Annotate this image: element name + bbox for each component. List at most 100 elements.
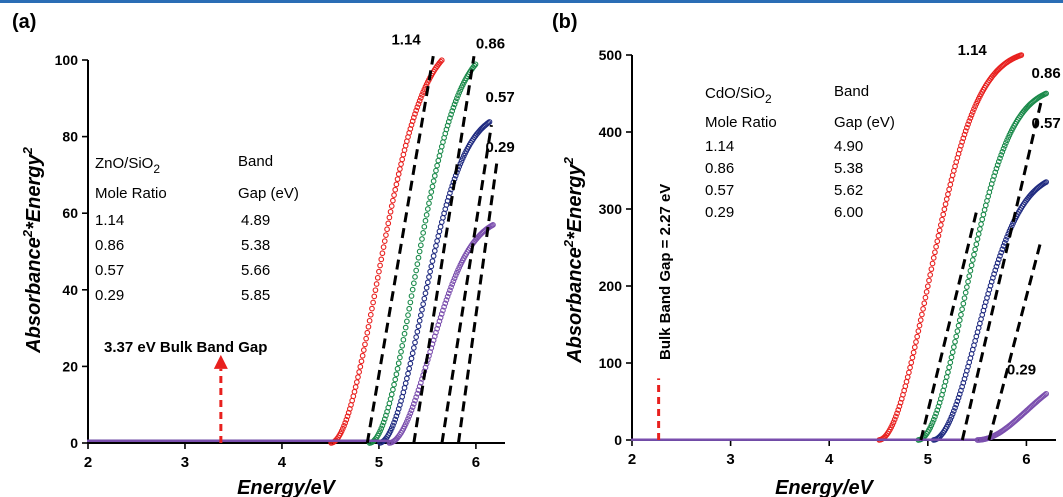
panel-b-data-point — [961, 295, 968, 302]
panel-a-data-point — [410, 401, 417, 407]
panel-b-data-point — [997, 253, 1003, 259]
panel-a-data-point — [409, 350, 416, 357]
panel-b-data-point — [1018, 52, 1025, 58]
panel-a-data-point — [442, 300, 449, 307]
panel-a-data-point — [381, 238, 388, 244]
panel-a-data-point — [433, 243, 439, 249]
panel-a-data-point — [341, 423, 347, 429]
panel-b-data-point — [955, 322, 962, 329]
panel-a-data-point — [397, 354, 403, 361]
panel-b-data-point — [975, 231, 982, 237]
panel-b-data-point — [956, 391, 963, 398]
panel-b-data-point — [971, 106, 977, 113]
panel-a-data-point — [400, 336, 407, 343]
panel-a-data-point — [401, 147, 408, 153]
panel-b-data-point — [908, 359, 915, 366]
panel-b-data-point — [995, 256, 1002, 263]
panel-b-data-point — [960, 135, 967, 142]
panel-a-table-header-col1-text: ZnO/SiO — [95, 155, 153, 172]
panel-a-data-point — [410, 114, 417, 121]
panel-a-data-point — [451, 101, 458, 108]
panel-b-data-point — [921, 300, 928, 307]
panel-b-data-point — [920, 306, 926, 312]
panel-b-data-point — [968, 112, 975, 118]
panel-a-data-point — [404, 418, 410, 425]
panel-a-data-point — [367, 311, 374, 318]
panel-a-data-point — [413, 107, 420, 114]
panel-a-x-tick-label: 3 — [181, 454, 189, 471]
panel-b-data-point — [934, 407, 941, 413]
panel-a-curve-label: 1.14 — [391, 32, 421, 49]
panel-b-data-point — [919, 311, 925, 318]
panel-a-data-point — [393, 413, 400, 419]
panel-a-curve-label: 0.57 — [486, 89, 515, 106]
panel-b-data-point — [979, 216, 986, 223]
panel-a-data-point — [416, 248, 423, 255]
panel-b-table-header-col1: CdO/SiO2 — [705, 85, 772, 106]
panel-a-data-point — [399, 156, 406, 163]
panel-b-table-row-gap: 5.38 — [834, 160, 863, 177]
panel-a-data-point — [405, 370, 411, 377]
panel-a-data-point — [444, 293, 451, 300]
panel-a-data-point — [343, 416, 350, 423]
panel-b-data-point — [950, 344, 957, 350]
panel-a-data-point — [413, 334, 420, 340]
panel-a-data-point — [412, 339, 418, 346]
panel-b-data-point — [1001, 240, 1008, 246]
panel-a-data-point — [366, 317, 373, 324]
panel-a-table-subheader-col2: Gap (eV) — [238, 185, 299, 202]
panel-b-data-point — [997, 155, 1003, 162]
panel-a-data-point — [450, 104, 457, 111]
panel-b-data-point — [896, 403, 903, 410]
panel-b-data-point — [928, 422, 935, 429]
panel-b-data-point — [953, 401, 960, 408]
panel-a-data-point — [387, 396, 394, 402]
panel-a-data-point — [384, 226, 390, 233]
panel-a-data-point — [422, 290, 429, 297]
panel-a-data-point — [454, 95, 460, 102]
panel-a-data-point — [415, 101, 422, 107]
panel-b-table-row-gap: 4.90 — [834, 138, 863, 155]
panel-b-x-tick-label: 6 — [1022, 451, 1030, 468]
panel-a-data-point — [408, 407, 415, 414]
panel-b-y-tick-label: 300 — [599, 201, 623, 217]
panel-b-curve-label: 0.29 — [1007, 362, 1036, 379]
panel-a-y-tick-label: 60 — [62, 205, 78, 221]
panel-a-data-point — [454, 269, 460, 276]
panel-b-data-point — [965, 121, 971, 128]
panel-a-data-point — [381, 416, 388, 422]
panel-a-data-point — [400, 389, 407, 396]
panel-a-data-point — [401, 385, 408, 391]
panel-a-data-point — [437, 58, 444, 65]
panel-b-data-point — [950, 408, 957, 414]
panel-a-data-point — [414, 261, 421, 267]
panel-a-y-tick-label: 0 — [70, 435, 78, 451]
panel-a-data-point — [392, 376, 399, 383]
panel-a-fit-line — [412, 55, 476, 444]
panel-b-data-point — [890, 419, 897, 426]
panel-b-data-point — [906, 369, 912, 376]
panel-b-data-point — [933, 410, 939, 417]
panel-b-data-point — [924, 283, 931, 290]
panel-a-fit-line — [440, 124, 493, 444]
panel-a-data-point — [398, 348, 404, 355]
panel-b-data-point — [904, 374, 911, 381]
panel-b-data-point — [961, 131, 968, 138]
panel-a-data-point — [412, 397, 418, 404]
panel-b-data-point — [971, 251, 977, 258]
panel-a-data-point — [364, 329, 371, 336]
panel-a-data-point — [394, 365, 401, 372]
panel-b-data-point — [977, 226, 983, 232]
panel-a-table: ZnO/SiO2 Band Mole Ratio Gap (eV) 1.14 4… — [95, 153, 299, 304]
panel-a-data-point — [435, 233, 442, 239]
panel-b-data-point — [946, 364, 952, 371]
panel-a-data-point — [410, 345, 417, 351]
panel-b-data-point — [953, 333, 960, 340]
panel-a-data-point — [445, 118, 452, 125]
panel-b-data-point — [945, 369, 951, 376]
panel-b-data-point — [895, 407, 902, 413]
panel-b-data-point — [982, 202, 989, 209]
panel-a-data-point — [431, 172, 438, 179]
panel-a-data-point — [365, 323, 372, 330]
panel-a-data-point — [402, 380, 409, 387]
